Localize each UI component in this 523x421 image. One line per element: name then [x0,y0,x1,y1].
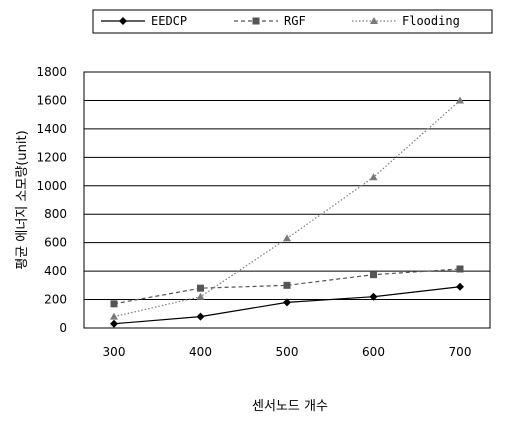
series-group [110,96,464,328]
y-tick-label: 400 [44,264,67,278]
x-tick-label: 700 [449,345,472,359]
data-point [456,96,464,104]
legend-box [92,9,493,34]
data-point [456,265,464,273]
data-point [370,271,377,279]
data-point [283,234,291,242]
data-point [110,300,118,308]
legend-label: EEDCP [151,14,187,28]
grid-lines [84,99,490,301]
legend-entry: Flooding [352,14,460,28]
data-point [197,284,204,292]
data-point [369,173,378,181]
x-axis-ticks: 300 400 500 600 700 [103,345,472,359]
legend-marker [370,17,378,24]
legend-entry: EEDCP [101,14,187,28]
legend-marker [119,17,127,25]
legend-entry: RGF [234,14,306,28]
data-point [456,282,464,291]
x-tick-label: 400 [189,345,212,359]
data-point [369,292,378,301]
data-point [283,281,291,289]
x-tick-label: 300 [103,345,126,359]
legend: EEDCP RGF Flooding [92,9,493,34]
y-tick-label: 1600 [36,93,67,107]
y-axis-ticks: 0 200 400 600 800 1000 1200 1400 1600 1800 [36,65,67,335]
plot-area-frame [83,71,491,329]
legend-label: RGF [284,14,306,28]
data-point [110,319,118,328]
x-axis-title: 센서노드 개수 [252,399,328,414]
legend-label: Flooding [402,14,460,28]
x-tick-label: 600 [362,345,385,359]
data-point [110,312,118,320]
series-rgf [110,265,464,308]
y-tick-label: 1000 [36,179,67,193]
series-flooding [110,96,464,320]
y-tick-label: 600 [44,236,67,250]
y-tick-label: 800 [44,207,67,221]
y-tick-label: 1200 [36,150,67,164]
series-line [113,268,461,305]
y-tick-label: 1400 [36,122,67,136]
y-tick-label: 200 [44,293,67,307]
legend-marker [252,17,260,25]
x-tick-label: 500 [276,345,299,359]
y-axis-title: 평균 에너지 소모량(unit) [15,130,30,269]
series-eedcp [110,282,464,328]
data-point [196,292,205,300]
data-point [196,312,205,321]
data-point [283,298,291,307]
y-tick-label: 1800 [36,65,67,79]
y-tick-label: 0 [59,321,67,335]
